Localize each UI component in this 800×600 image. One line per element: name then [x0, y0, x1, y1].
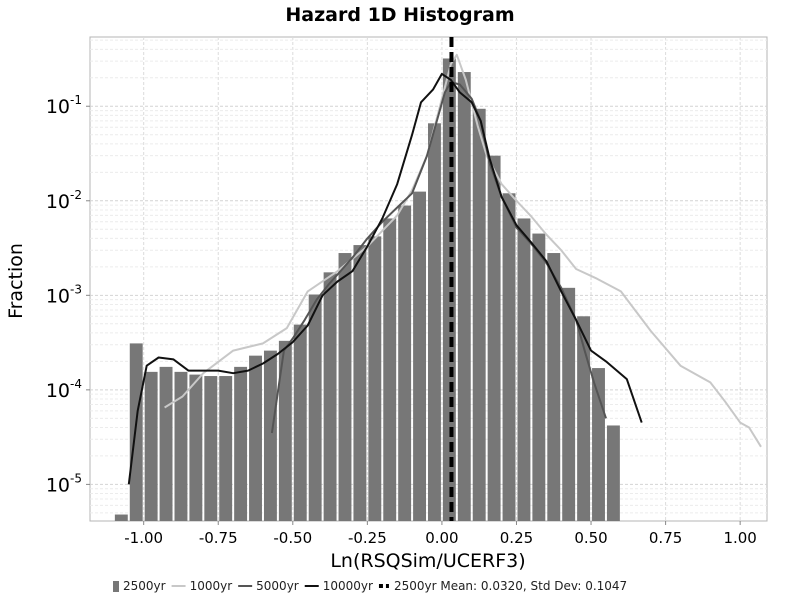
x-axis-ticks: -1.00 -0.75 -0.50 -0.25 0.00 0.25 0.50 0.75 1.00: [124, 521, 757, 547]
histogram-bar: [398, 205, 412, 521]
histogram-bar: [472, 108, 486, 522]
histogram-bar: [234, 366, 248, 521]
grid-lines: [90, 37, 767, 521]
legend-item-line: 5000yr: [238, 579, 299, 593]
histogram-bar: [517, 218, 531, 521]
histogram-bar: [219, 376, 233, 521]
x-tick-label: 0.25: [500, 529, 533, 547]
series-lines: [127, 53, 762, 485]
x-axis-label: Ln(RSQSim/UCERF3): [330, 550, 525, 572]
histogram-bar: [562, 287, 576, 521]
histogram-bar: [577, 316, 591, 521]
x-tick-label: -0.50: [273, 529, 312, 547]
histogram-bar: [428, 123, 441, 521]
histogram-bar: [532, 233, 546, 522]
histogram-bar: [353, 245, 367, 521]
y-tick-label: 10-1: [46, 93, 82, 118]
histogram-bar: [338, 253, 352, 521]
chart-legend: 2500yr 1000yr 5000yr 10000yr 2500yr Mean: 0.…: [113, 579, 627, 593]
legend-label: 2500yr: [123, 579, 166, 593]
x-tick-label: -0.75: [199, 529, 238, 547]
histogram-bar: [174, 371, 188, 521]
histogram-bar: [457, 72, 471, 522]
histogram-bar: [323, 272, 337, 521]
legend-item-dash: 2500yr Mean: 0.0320, Std Dev: 0.1047: [378, 579, 627, 593]
chart-title: Hazard 1D Histogram: [285, 4, 514, 26]
legend-label: 2500yr Mean: 0.0320, Std Dev: 0.1047: [394, 579, 627, 593]
histogram-bar: [442, 58, 456, 521]
histogram-bar: [308, 294, 322, 521]
histogram-bar: [383, 218, 397, 521]
legend-label: 10000yr: [323, 579, 373, 593]
series-line-1000yr: [164, 53, 762, 448]
histogram-bar: [592, 368, 605, 521]
y-tick-label: 10-5: [46, 471, 82, 496]
x-tick-label: 0.00: [425, 529, 458, 547]
legend-item-line: 10000yr: [304, 579, 373, 593]
histogram-bar: [189, 374, 203, 521]
x-tick-label: 0.50: [574, 529, 607, 547]
histogram-bar: [368, 236, 382, 521]
histogram-bar: [606, 425, 620, 521]
legend-item-box: 2500yr: [113, 579, 166, 593]
histogram-bar: [413, 191, 427, 522]
histogram-bar: [114, 514, 128, 521]
y-tick-label: 10-3: [46, 282, 82, 307]
histogram-bar: [263, 350, 277, 521]
histogram-bar: [159, 366, 173, 521]
histogram-bar: [278, 340, 292, 521]
histogram-bar: [204, 376, 218, 521]
legend-label: 5000yr: [256, 579, 299, 593]
histogram-bar: [293, 324, 307, 521]
histogram-bar: [547, 253, 561, 521]
legend-swatch: [113, 581, 119, 592]
x-tick-label: -1.00: [124, 529, 163, 547]
histogram-bar: [502, 193, 516, 521]
x-tick-label: -0.25: [348, 529, 387, 547]
y-tick-label: 10-4: [46, 377, 82, 402]
y-tick-label: 10-2: [46, 188, 82, 213]
x-tick-label: 1.00: [723, 529, 756, 547]
histogram-bar: [144, 371, 158, 521]
histogram-bar: [487, 155, 501, 522]
series-line-10000yr: [127, 72, 643, 485]
y-axis-ticks: 10-5 10-4 10-3 10-2 10-1: [46, 93, 90, 496]
histogram-bar: [129, 343, 143, 521]
legend-label: 1000yr: [190, 579, 233, 593]
histogram-bar: [249, 355, 262, 521]
legend-item-line: 1000yr: [171, 579, 233, 593]
y-axis-label: Fraction: [5, 243, 27, 319]
histogram-bars: [114, 58, 620, 522]
x-tick-label: 0.75: [649, 529, 682, 547]
